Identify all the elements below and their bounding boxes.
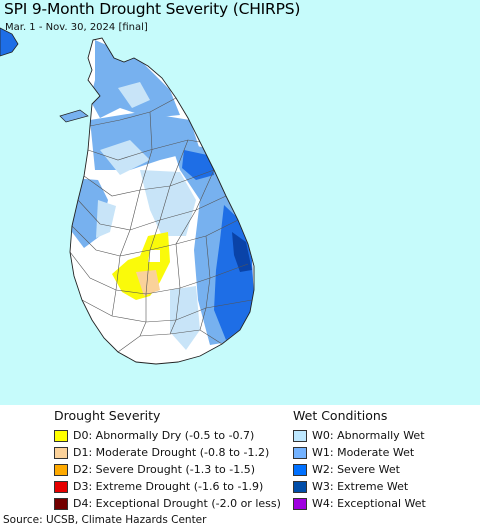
district-borders <box>69 97 253 353</box>
legend-item-d4: D4: Exceptional Drought (-2.0 or less) <box>54 495 281 512</box>
legend-label-d4: D4: Exceptional Drought (-2.0 or less) <box>73 497 281 510</box>
anomaly-north-w1 <box>90 40 180 118</box>
legend-label-w1: W1: Moderate Wet <box>312 446 415 459</box>
anomaly-central-w0 <box>140 170 196 236</box>
legend-swatch-d1 <box>54 446 68 459</box>
legend-item-w1: W1: Moderate Wet <box>293 444 426 461</box>
legend-item-d0: D0: Abnormally Dry (-0.5 to -0.7) <box>54 427 281 444</box>
legend-label-d2: D2: Severe Drought (-1.3 to -1.5) <box>73 463 256 476</box>
anomaly-east-coast-w3 <box>232 232 252 272</box>
legend-swatch-d2 <box>54 463 68 476</box>
anomaly-west-w0 <box>96 200 116 238</box>
map-title: SPI 9-Month Drought Severity (CHIRPS) <box>4 0 301 18</box>
legend-item-w4: W4: Exceptional Wet <box>293 495 426 512</box>
drought-map: SPI 9-Month Drought Severity (CHIRPS) Ma… <box>0 0 480 405</box>
anomaly-east-w2 <box>182 150 214 180</box>
legend-swatch-d4 <box>54 497 68 510</box>
legend-label-w2: W2: Severe Wet <box>312 463 400 476</box>
legend-label-w3: W3: Extreme Wet <box>312 480 409 493</box>
legend-item-d3: D3: Extreme Drought (-1.6 to -1.9) <box>54 478 281 495</box>
source-credit: Source: UCSB, Climate Hazards Center <box>3 514 207 526</box>
legend-label-d3: D3: Extreme Drought (-1.6 to -1.9) <box>73 480 264 493</box>
legend-swatch-d0 <box>54 429 68 442</box>
anomaly-central-d0-white <box>148 250 160 262</box>
legend-label-d1: D1: Moderate Drought (-0.8 to -1.2) <box>73 446 270 459</box>
legend-item-w0: W0: Abnormally Wet <box>293 427 426 444</box>
anomaly-south-w0 <box>170 286 200 350</box>
drought-severity-legend: Drought Severity D0: Abnormally Dry (-0.… <box>54 408 281 512</box>
legend-label-w0: W0: Abnormally Wet <box>312 429 425 442</box>
india-coast <box>0 27 19 57</box>
legend-label-w4: W4: Exceptional Wet <box>312 497 426 510</box>
ocean <box>0 0 480 405</box>
legend-item-d1: D1: Moderate Drought (-0.8 to -1.2) <box>54 444 281 461</box>
anomaly-east-coast-w2 <box>214 205 254 340</box>
legend-item-d2: D2: Severe Drought (-1.3 to -1.5) <box>54 461 281 478</box>
legend-swatch-w4 <box>293 497 307 510</box>
coastline <box>69 37 255 365</box>
wet-conditions-legend: Wet Conditions W0: Abnormally Wet W1: Mo… <box>293 408 426 512</box>
anomaly-central-d1 <box>136 270 160 296</box>
wet-legend-heading: Wet Conditions <box>293 408 388 423</box>
anomaly-layer <box>72 40 254 350</box>
legend-swatch-w3 <box>293 480 307 493</box>
legend-swatch-d3 <box>54 480 68 493</box>
anomaly-north-w0 <box>118 82 150 108</box>
map-canvas <box>0 0 480 405</box>
legend-swatch-w0 <box>293 429 307 442</box>
drought-legend-heading: Drought Severity <box>54 408 161 423</box>
legend-label-d0: D0: Abnormally Dry (-0.5 to -0.7) <box>73 429 255 442</box>
legend-swatch-w2 <box>293 463 307 476</box>
legend-swatch-w1 <box>293 446 307 459</box>
legend-item-w3: W3: Extreme Wet <box>293 478 426 495</box>
legend-item-w2: W2: Severe Wet <box>293 461 426 478</box>
mannar-island <box>59 109 89 123</box>
map-subtitle: Mar. 1 - Nov. 30, 2024 [final] <box>5 22 148 33</box>
